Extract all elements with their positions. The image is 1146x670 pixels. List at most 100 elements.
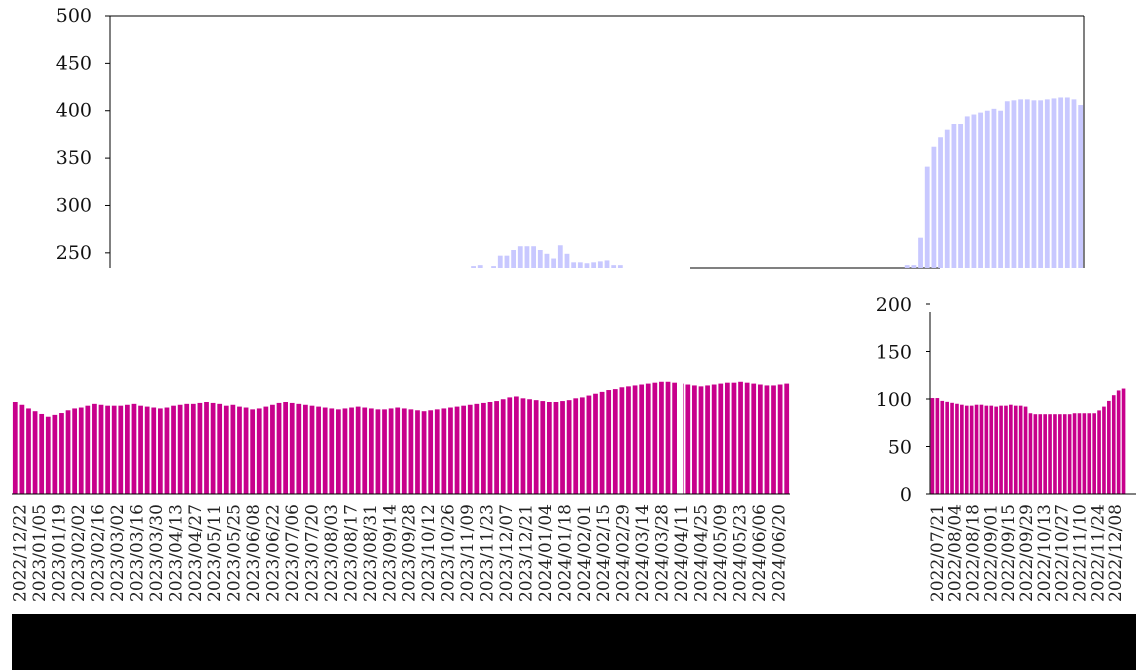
bottom-left-bar	[665, 381, 671, 494]
bottom-left-bar	[645, 383, 651, 494]
bottom-left-date-label: 2023/08/03	[322, 504, 342, 602]
bottom-left-bar	[52, 414, 58, 494]
bottom-right-bar	[1082, 413, 1087, 494]
bottom-left-bar	[593, 393, 598, 494]
bottom-left-bar	[98, 404, 104, 494]
bottom-left-bar	[401, 408, 407, 494]
bottom-left-bar	[764, 385, 770, 494]
bottom-right-bar	[1067, 414, 1072, 494]
top-bar	[524, 246, 530, 268]
bottom-left-bar	[514, 396, 519, 494]
bottom-right-bar	[1116, 390, 1121, 494]
top-bar	[597, 261, 603, 268]
bottom-left-bar	[250, 409, 256, 494]
bottom-left-date-label: 2023/01/19	[50, 504, 70, 602]
bottom-left-date-label: 2024/05/09	[711, 504, 731, 602]
bottom-left-bar	[784, 383, 790, 494]
top-bar	[471, 266, 476, 268]
top-y-tick-label: 250	[56, 242, 92, 264]
bottom-left-gap	[677, 380, 683, 496]
bottom-left-date-label: 2023/06/08	[244, 504, 264, 602]
top-bar	[544, 253, 550, 268]
bottom-left-date-label: 2024/02/15	[594, 504, 614, 602]
top-bar	[1064, 97, 1070, 268]
bottom-left-date-label: 2024/06/20	[769, 504, 789, 602]
bottom-left-bar	[507, 397, 513, 494]
top-bar	[611, 265, 617, 268]
bottom-left-date-label: 2023/07/06	[283, 504, 303, 602]
bottom-right-date-label: 2022/07/21	[928, 504, 948, 602]
bottom-left-bar	[210, 402, 216, 494]
bottom-left-bar	[500, 399, 506, 494]
bottom-left-bar	[586, 395, 592, 494]
bottom-right-bar	[999, 405, 1003, 494]
top-bar	[931, 146, 937, 268]
top-bar	[571, 262, 577, 268]
bottom-left-bar	[177, 404, 183, 494]
bottom-right-bar	[950, 402, 954, 494]
bottom-left-bar	[448, 407, 453, 494]
bottom-left-bar	[270, 404, 275, 494]
top-bar	[904, 265, 910, 268]
top-bar	[477, 265, 483, 268]
bottom-left-bar	[303, 404, 308, 494]
top-bar	[604, 260, 610, 268]
bottom-right-date-label: 2022/11/24	[1088, 504, 1108, 602]
top-bar	[1058, 97, 1064, 268]
bottom-right-bar	[984, 405, 989, 494]
bottom-left-bar	[131, 403, 137, 494]
top-bar	[951, 124, 957, 268]
top-bar	[497, 255, 503, 268]
bottom-left-date-label: 2023/10/26	[439, 504, 459, 602]
bottom-left-bar	[256, 408, 262, 494]
bottom-left-date-label: 2023/09/14	[380, 504, 400, 602]
bottom-left-date-label: 2023/02/16	[89, 504, 109, 602]
top-bar	[1018, 99, 1024, 269]
top-bar	[1051, 98, 1057, 268]
bottom-left-bar	[78, 407, 84, 494]
bottom-left-bar	[474, 403, 480, 494]
top-bar	[511, 250, 517, 268]
bottom-left-date-label: 2023/03/02	[108, 504, 128, 602]
top-y-tick-label: 500	[56, 5, 92, 27]
bottom-right-y-tick-label: 100	[876, 389, 912, 411]
bottom-right-bar	[974, 404, 979, 494]
bottom-left-bar	[428, 410, 434, 494]
bottom-left-bar	[184, 403, 190, 494]
bottom-left-bar	[329, 408, 335, 494]
bottom-left-date-label: 2024/05/23	[730, 504, 750, 602]
bottom-left-bar	[606, 390, 612, 494]
bottom-left-bar	[171, 405, 176, 494]
bottom-left-date-label: 2023/06/22	[264, 504, 284, 602]
top-bar	[564, 253, 570, 268]
bottom-left-bar	[368, 408, 374, 494]
bottom-left-date-label: 2023/05/25	[225, 504, 245, 602]
top-bar	[584, 263, 590, 268]
bottom-left-date-label: 2023/11/23	[478, 504, 498, 602]
bottom-right-bar	[935, 398, 940, 494]
top-bar	[504, 255, 510, 268]
bottom-left-bar	[672, 382, 677, 494]
bottom-left-bar	[408, 409, 414, 494]
bottom-right-bar	[979, 404, 984, 494]
bottom-left-bar	[441, 408, 447, 494]
bottom-right-bar	[1077, 413, 1082, 494]
top-bar	[1044, 99, 1050, 269]
top-bar	[1038, 100, 1044, 268]
top-bar	[978, 112, 983, 268]
bottom-left-bar	[92, 403, 97, 494]
bottom-right-bar	[1018, 405, 1023, 494]
bottom-left-bar	[138, 405, 143, 494]
bottom-right-bar	[1107, 400, 1111, 494]
top-bar	[617, 265, 623, 268]
bottom-right-date-label: 2022/12/08	[1106, 504, 1126, 602]
bottom-left-bar	[151, 407, 157, 494]
bottom-left-bar	[487, 402, 493, 494]
bottom-left-bar	[751, 383, 757, 494]
bottom-left-bar	[65, 410, 71, 494]
bottom-left-bar	[230, 404, 236, 494]
bottom-right-y-tick-label: 50	[888, 437, 912, 459]
top-bar	[1004, 101, 1010, 268]
top-bar	[918, 237, 923, 268]
top-bar	[1078, 105, 1084, 268]
